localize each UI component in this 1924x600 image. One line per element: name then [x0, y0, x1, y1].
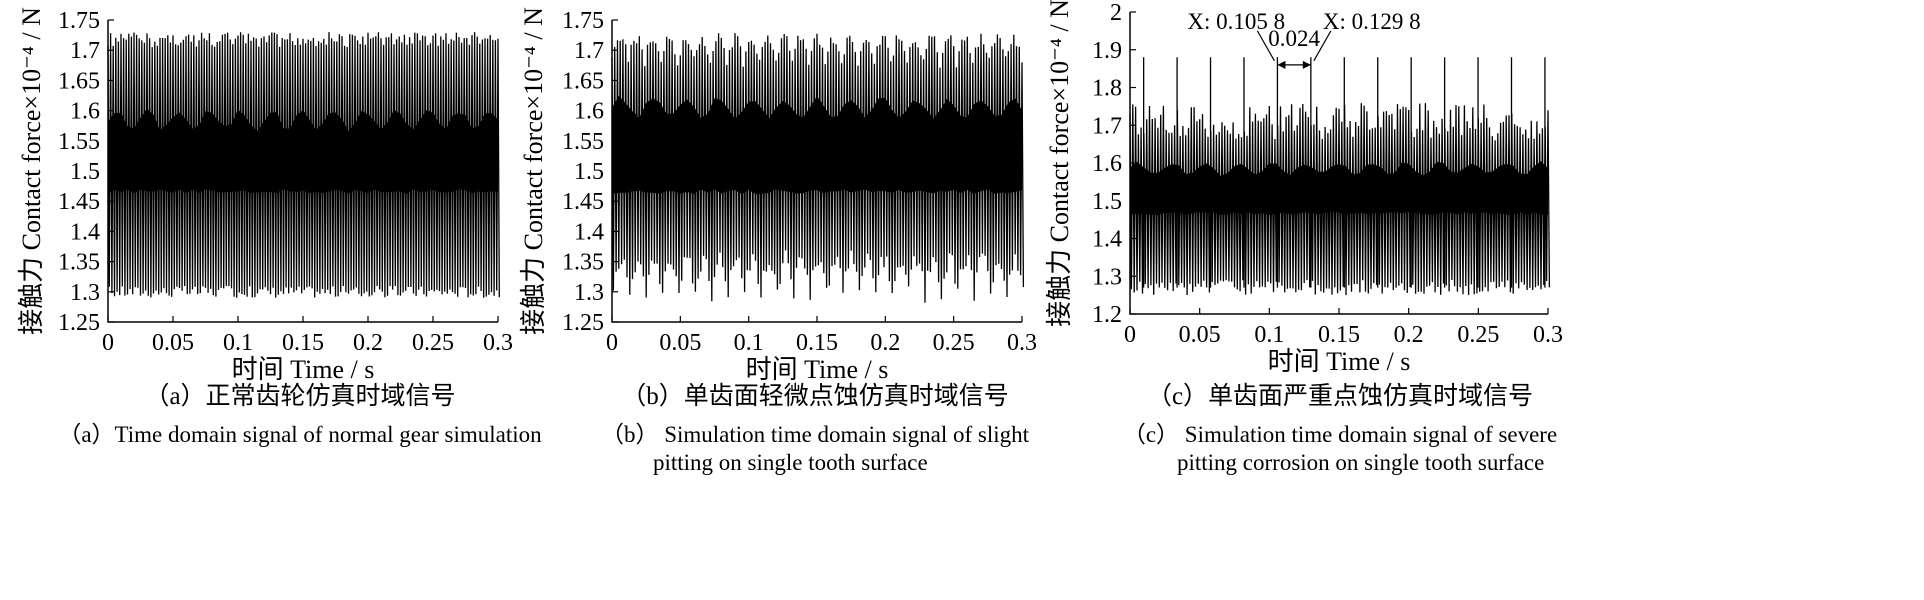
annotation-x-right: X: 0.129 8 — [1323, 9, 1421, 34]
x-axis-title: 时间 Time / s — [1268, 347, 1411, 376]
x-tick-label: 0.2 — [1394, 322, 1424, 348]
y-tick-label: 1.75 — [562, 8, 604, 34]
caption-en-line: （b） Simulation time domain signal of sli… — [601, 422, 1030, 447]
y-tick-label: 1.7 — [70, 38, 100, 64]
chart-panel-b: 1.25 1.3 1.35 1.4 1.45 1.5 1.55 1.6 1.65 1.7 1.75 0… — [519, 7, 1037, 475]
x-tick-label: 0.15 — [1318, 322, 1360, 348]
y-axis-title: 接触力 Contact force×10⁻⁴ / N — [17, 7, 46, 335]
x-tick-label: 0.3 — [1007, 330, 1037, 356]
annotation-interval: 0.024 — [1268, 26, 1320, 51]
y-axis-title: 接触力 Contact force×10⁻⁴ / N — [519, 7, 548, 335]
x-tick-label: 0.3 — [483, 330, 513, 356]
y-tick-label: 1.75 — [58, 8, 100, 34]
y-tick-label: 1.6 — [574, 99, 604, 125]
y-tick-label: 1.5 — [574, 159, 604, 185]
x-tick-label: 0.15 — [282, 330, 324, 356]
y-tick-label: 1.4 — [574, 219, 604, 245]
y-tick-label: 1.45 — [58, 189, 100, 215]
caption-en-line: （c） Simulation time domain signal of sev… — [1123, 422, 1557, 447]
y-tick-label: 1.3 — [70, 280, 100, 306]
y-tick-label: 1.65 — [58, 68, 100, 94]
x-axis-title: 时间 Time / s — [746, 355, 889, 384]
x-tick-label: 0.2 — [353, 330, 383, 356]
y-tick-label: 1.8 — [1092, 76, 1122, 102]
y-tick-label: 1.25 — [58, 310, 100, 336]
x-tick-label: 0.25 — [412, 330, 454, 356]
y-tick-label: 1.6 — [1092, 151, 1122, 177]
x-tick-label: 0.25 — [933, 330, 975, 356]
x-tick-label: 0.25 — [1457, 322, 1499, 348]
x-tick-label: 0 — [1124, 322, 1136, 348]
x-tick-label: 0.05 — [659, 330, 701, 356]
y-tick-label: 1.25 — [562, 310, 604, 336]
x-tick-label: 0.1 — [734, 330, 764, 356]
chart-panel-a: 1.25 1.3 1.35 1.4 1.45 1.5 1.55 1.6 1.65 1.7 1.75 0… — [17, 7, 542, 447]
caption-cn: （c）单齿面严重点蚀仿真时域信号 — [1147, 382, 1533, 410]
caption-en-line: pitting on single tooth surface — [653, 450, 928, 475]
y-tick-label: 1.5 — [1092, 189, 1122, 215]
y-tick-label: 1.4 — [70, 219, 100, 245]
y-tick-label: 1.7 — [1092, 113, 1122, 139]
x-tick-label: 0 — [606, 330, 618, 356]
x-tick-label: 0.3 — [1533, 322, 1563, 348]
x-axis-title: 时间 Time / s — [232, 355, 375, 384]
y-tick-label: 1.5 — [70, 159, 100, 185]
x-tick-label: 0.05 — [1179, 322, 1221, 348]
interval-arrowhead-right — [1302, 60, 1311, 69]
y-tick-label: 1.35 — [58, 250, 100, 276]
x-tick-label: 0 — [102, 330, 114, 356]
y-axis-title: 接触力 Contact force×10⁻⁴ / N — [1045, 0, 1074, 327]
y-tick-label: 1.45 — [562, 189, 604, 215]
y-tick-label: 1.65 — [562, 68, 604, 94]
annotation-leader-left — [1256, 30, 1275, 62]
x-tick-label: 0.2 — [870, 330, 900, 356]
caption-en-line: pitting corrosion on single tooth surfac… — [1177, 450, 1544, 475]
y-tick-label: 1.3 — [1092, 264, 1122, 290]
annotation-x-left: X: 0.105 8 — [1187, 9, 1285, 34]
caption-cn: （a）正常齿轮仿真时域信号 — [144, 382, 455, 410]
x-tick-label: 0.1 — [223, 330, 253, 356]
y-tick-label: 1.9 — [1092, 38, 1122, 64]
signal-core-band-a — [108, 108, 498, 194]
x-tick-label: 0.05 — [152, 330, 194, 356]
y-tick-label: 1.55 — [58, 129, 100, 155]
y-tick-label: 2 — [1110, 0, 1122, 26]
y-tick-label: 1.2 — [1092, 302, 1122, 328]
caption-en-line: （a）Time domain signal of normal gear sim… — [58, 422, 542, 447]
y-tick-label: 1.4 — [1092, 227, 1122, 253]
y-tick-label: 1.35 — [562, 250, 604, 276]
chart-panel-c: 1.2 1.3 1.4 1.5 1.6 1.7 1.8 1.9 2 0 0.05 0.1 0.15 0.2… — [1045, 0, 1563, 475]
caption-cn: （b）单齿面轻微点蚀仿真时域信号 — [621, 382, 1009, 410]
y-tick-label: 1.3 — [574, 280, 604, 306]
signal-core-band-b — [612, 95, 1022, 194]
y-tick-label: 1.6 — [70, 99, 100, 125]
y-tick-label: 1.55 — [562, 129, 604, 155]
x-tick-label: 0.1 — [1254, 322, 1284, 348]
x-tick-label: 0.15 — [796, 330, 838, 356]
interval-arrowhead-left — [1277, 60, 1286, 69]
annotation-leader-right — [1313, 30, 1332, 62]
y-tick-label: 1.7 — [574, 38, 604, 64]
signal-core-band-c — [1130, 161, 1548, 216]
